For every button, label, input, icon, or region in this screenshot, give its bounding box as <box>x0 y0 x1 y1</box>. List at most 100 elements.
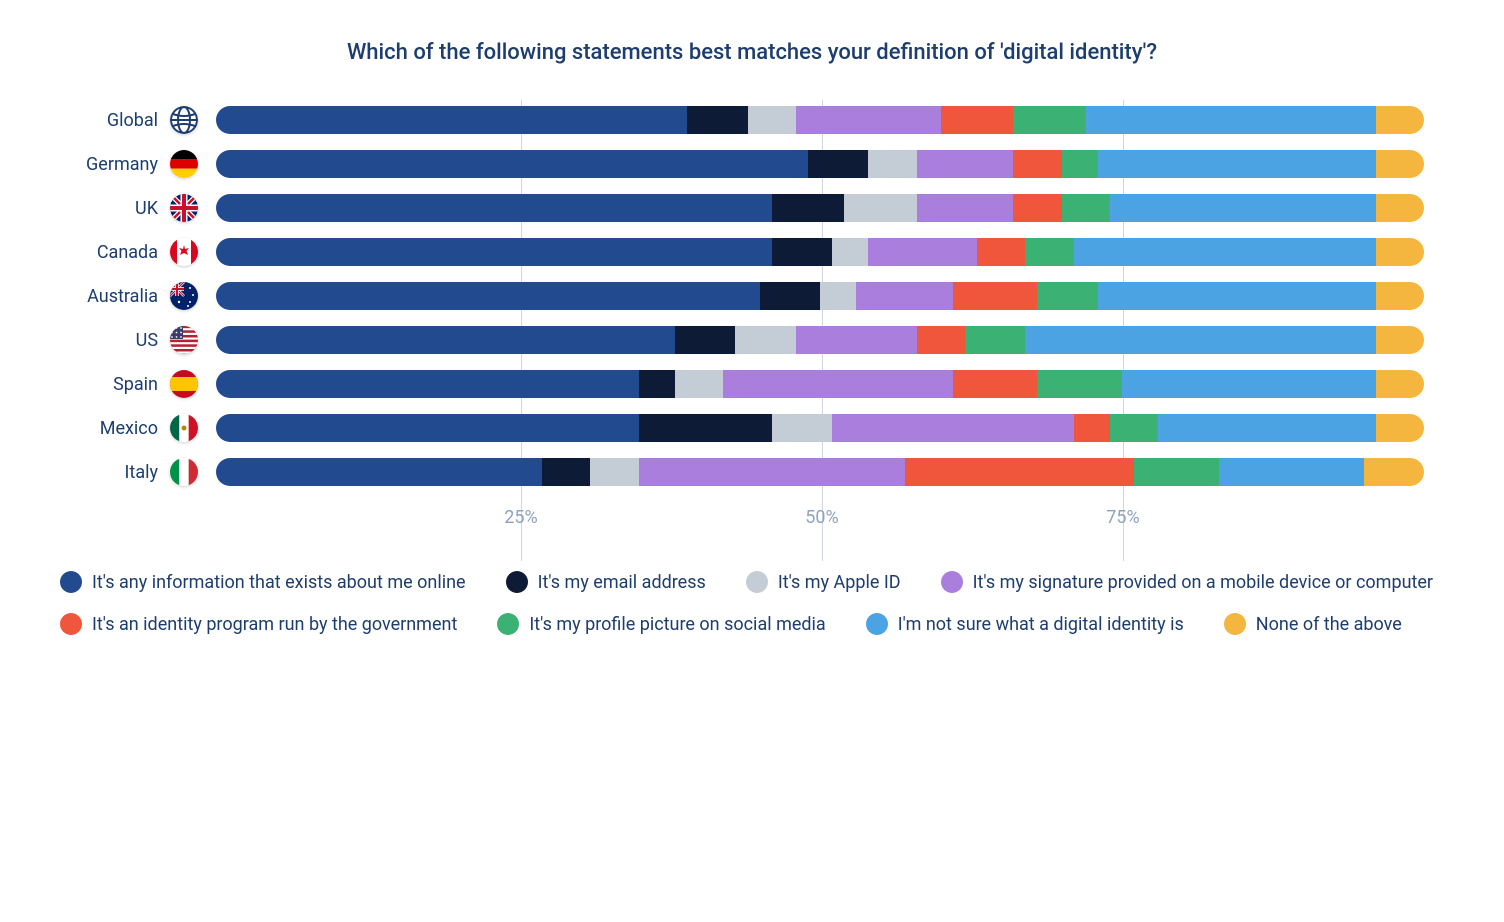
row-label: UK <box>60 198 170 219</box>
bar-segment <box>216 458 542 486</box>
legend-label: I'm not sure what a digital identity is <box>898 614 1184 635</box>
bar-segment <box>687 106 747 134</box>
bar-segment <box>1110 194 1376 222</box>
bar-segment <box>639 370 675 398</box>
bar-segment <box>216 414 639 442</box>
legend-item: None of the above <box>1224 613 1402 635</box>
bar-segment <box>216 194 772 222</box>
legend-swatch <box>60 613 82 635</box>
italy-flag-icon <box>170 458 198 486</box>
stacked-bar <box>216 194 1424 222</box>
spain-flag-icon <box>170 370 198 398</box>
legend-label: It's my email address <box>538 572 706 593</box>
legend-swatch <box>866 613 888 635</box>
row-label: Australia <box>60 286 170 307</box>
bar-segment <box>832 414 1074 442</box>
bar-segment <box>772 414 832 442</box>
legend-swatch <box>60 571 82 593</box>
stacked-bar <box>216 414 1424 442</box>
legend-label: It's my Apple ID <box>778 572 901 593</box>
bar-segment <box>1013 150 1061 178</box>
bar-segment <box>1062 194 1110 222</box>
legend-item: I'm not sure what a digital identity is <box>866 613 1184 635</box>
legend: It's any information that exists about m… <box>60 571 1444 635</box>
bar-segment <box>905 458 1135 486</box>
row-label: US <box>60 330 170 351</box>
row-label: Global <box>60 110 170 131</box>
bar-segment <box>760 282 820 310</box>
bar-segment <box>1134 458 1219 486</box>
bar-segment <box>1098 282 1376 310</box>
globe-flag-icon <box>170 106 198 134</box>
legend-item: It's an identity program run by the gove… <box>60 613 457 635</box>
row-label: Germany <box>60 154 170 175</box>
australia-flag-icon <box>170 282 198 310</box>
bar-segment <box>941 106 1013 134</box>
stacked-bar <box>216 458 1424 486</box>
bar-segment <box>1376 326 1424 354</box>
bar-segment <box>953 282 1038 310</box>
bar-segment <box>639 414 772 442</box>
bar-row: UK <box>60 193 1444 223</box>
chart-title: Which of the following statements best m… <box>60 40 1444 65</box>
bar-segment <box>965 326 1025 354</box>
legend-label: It's any information that exists about m… <box>92 572 466 593</box>
bar-segment <box>953 370 1038 398</box>
bar-segment <box>917 326 965 354</box>
bar-segment <box>639 458 905 486</box>
bar-segment <box>772 194 844 222</box>
bar-segment <box>772 238 832 266</box>
bar-segment <box>1158 414 1375 442</box>
stacked-bar <box>216 370 1424 398</box>
legend-swatch <box>506 571 528 593</box>
bar-segment <box>216 106 687 134</box>
bar-segment <box>1086 106 1376 134</box>
bar-segment <box>735 326 795 354</box>
stacked-bar-chart: GlobalGermanyUKCanadaAustraliaUSSpainMex… <box>60 105 1444 531</box>
bar-segment <box>216 238 772 266</box>
bar-segment <box>856 282 953 310</box>
bar-segment <box>832 238 868 266</box>
legend-item: It's my profile picture on social media <box>497 613 825 635</box>
bar-row: Mexico <box>60 413 1444 443</box>
legend-item: It's my signature provided on a mobile d… <box>941 571 1433 593</box>
legend-label: It's my signature provided on a mobile d… <box>973 572 1433 593</box>
bar-row: Canada <box>60 237 1444 267</box>
bar-segment <box>917 150 1014 178</box>
bar-segment <box>1376 106 1424 134</box>
row-label: Mexico <box>60 418 170 439</box>
bar-row: US <box>60 325 1444 355</box>
bar-segment <box>1376 414 1424 442</box>
bar-segment <box>796 326 917 354</box>
bar-segment <box>1013 106 1085 134</box>
legend-label: None of the above <box>1256 614 1402 635</box>
bar-rows: GlobalGermanyUKCanadaAustraliaUSSpainMex… <box>60 105 1444 487</box>
stacked-bar <box>216 326 1424 354</box>
axis-tick-label: 25% <box>504 507 537 528</box>
bar-segment <box>216 370 639 398</box>
bar-segment <box>1037 282 1097 310</box>
row-label: Italy <box>60 462 170 483</box>
bar-segment <box>590 458 638 486</box>
uk-flag-icon <box>170 194 198 222</box>
bar-segment <box>844 194 916 222</box>
bar-segment <box>917 194 1014 222</box>
legend-item: It's my Apple ID <box>746 571 901 593</box>
stacked-bar <box>216 106 1424 134</box>
stacked-bar <box>216 238 1424 266</box>
bar-segment <box>675 370 723 398</box>
bar-segment <box>977 238 1025 266</box>
x-axis: 25%50%75% <box>220 501 1424 531</box>
bar-segment <box>1364 458 1424 486</box>
legend-swatch <box>941 571 963 593</box>
bar-segment <box>1098 150 1376 178</box>
bar-segment <box>820 282 856 310</box>
legend-item: It's my email address <box>506 571 706 593</box>
bar-segment <box>216 326 675 354</box>
axis-tick-label: 75% <box>1106 507 1139 528</box>
bar-segment <box>796 106 941 134</box>
bar-segment <box>1376 150 1424 178</box>
bar-segment <box>675 326 735 354</box>
legend-label: It's an identity program run by the gove… <box>92 614 457 635</box>
bar-segment <box>1376 194 1424 222</box>
